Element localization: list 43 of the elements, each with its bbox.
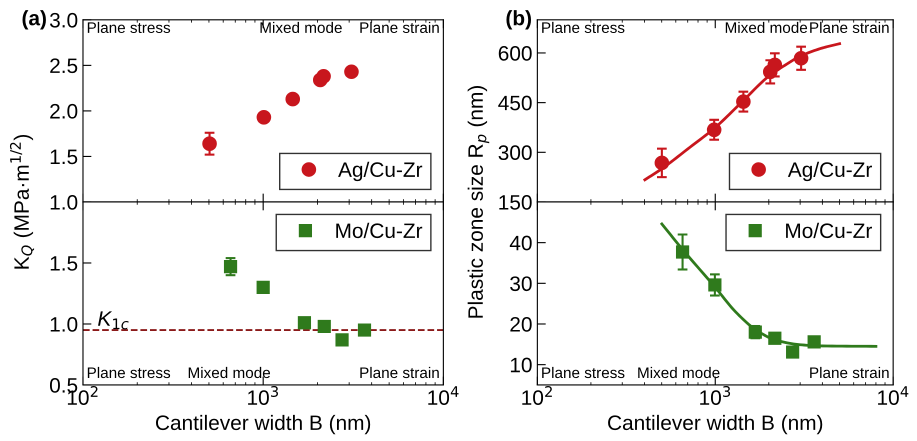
x-tick-label: 10$^{3}$ [248,386,278,405]
annotation: Plane stress [542,22,624,34]
ref-line-label: K$_{1c}$ [98,311,129,330]
annotation: Mixed mode [638,366,720,378]
x-axis-title: Cantilever width B (nm) [608,414,822,434]
x-tick-label: 10$^{3}$ [700,386,730,405]
legend-label: Ag/Cu-Zr [788,162,872,182]
annotation: Mixed mode [188,366,270,378]
y-tick-label: 20 [510,316,532,332]
annotation: Plane stress [88,22,170,34]
annotation: Plane strain [360,22,439,34]
legend-label: Mo/Cu-Zr [336,222,422,238]
y-tick-label: 1.5 [50,256,78,271]
legend-label: Ag/Cu-Zr [338,162,422,182]
annotation: Mixed mode [726,22,808,34]
y-tick-label: 1.0 [50,316,78,332]
y-tick-label: 40 [510,236,532,250]
chart-title: (b) [506,10,531,30]
y-tick-label: 450 [498,96,532,110]
legend-label: Mo/Cu-Zr [786,222,872,238]
y-tick-label: 30 [510,276,532,292]
y-tick-label: 1.5 [50,150,78,164]
annotation: Plane strain [810,366,889,378]
y-tick-label: 10 [510,358,532,372]
y-tick-label: 300 [498,145,532,160]
chart-title: (a) [22,10,46,30]
x-tick-label: 10$^{4}$ [428,386,459,406]
x-axis-title: Cantilever width B (nm) [156,414,370,434]
annotation: Plane stress [542,366,624,378]
annotation: Plane strain [810,22,889,34]
y-tick-label: 3.0 [50,12,78,28]
annotation: Mixed mode [260,22,342,34]
x-tick-label: 10$^{4}$ [878,386,908,406]
y-tick-label: 2.5 [50,58,78,74]
y-tick-label: 600 [498,46,532,61]
y-axis-title: Plastic zone size R$_{p}$ (nm) [468,86,490,318]
annotation: Plane stress [88,366,170,378]
y-axis-title: K$_{Q}$ (MPa·m$^{1/2}$) [10,134,34,269]
y-tick-label: 150 [499,194,532,210]
x-tick-label: 10$^{2}$ [522,386,552,405]
y-tick-label: 2.0 [50,104,78,119]
y-tick-label: 1.0 [50,194,78,210]
annotation: Plane strain [360,366,439,378]
